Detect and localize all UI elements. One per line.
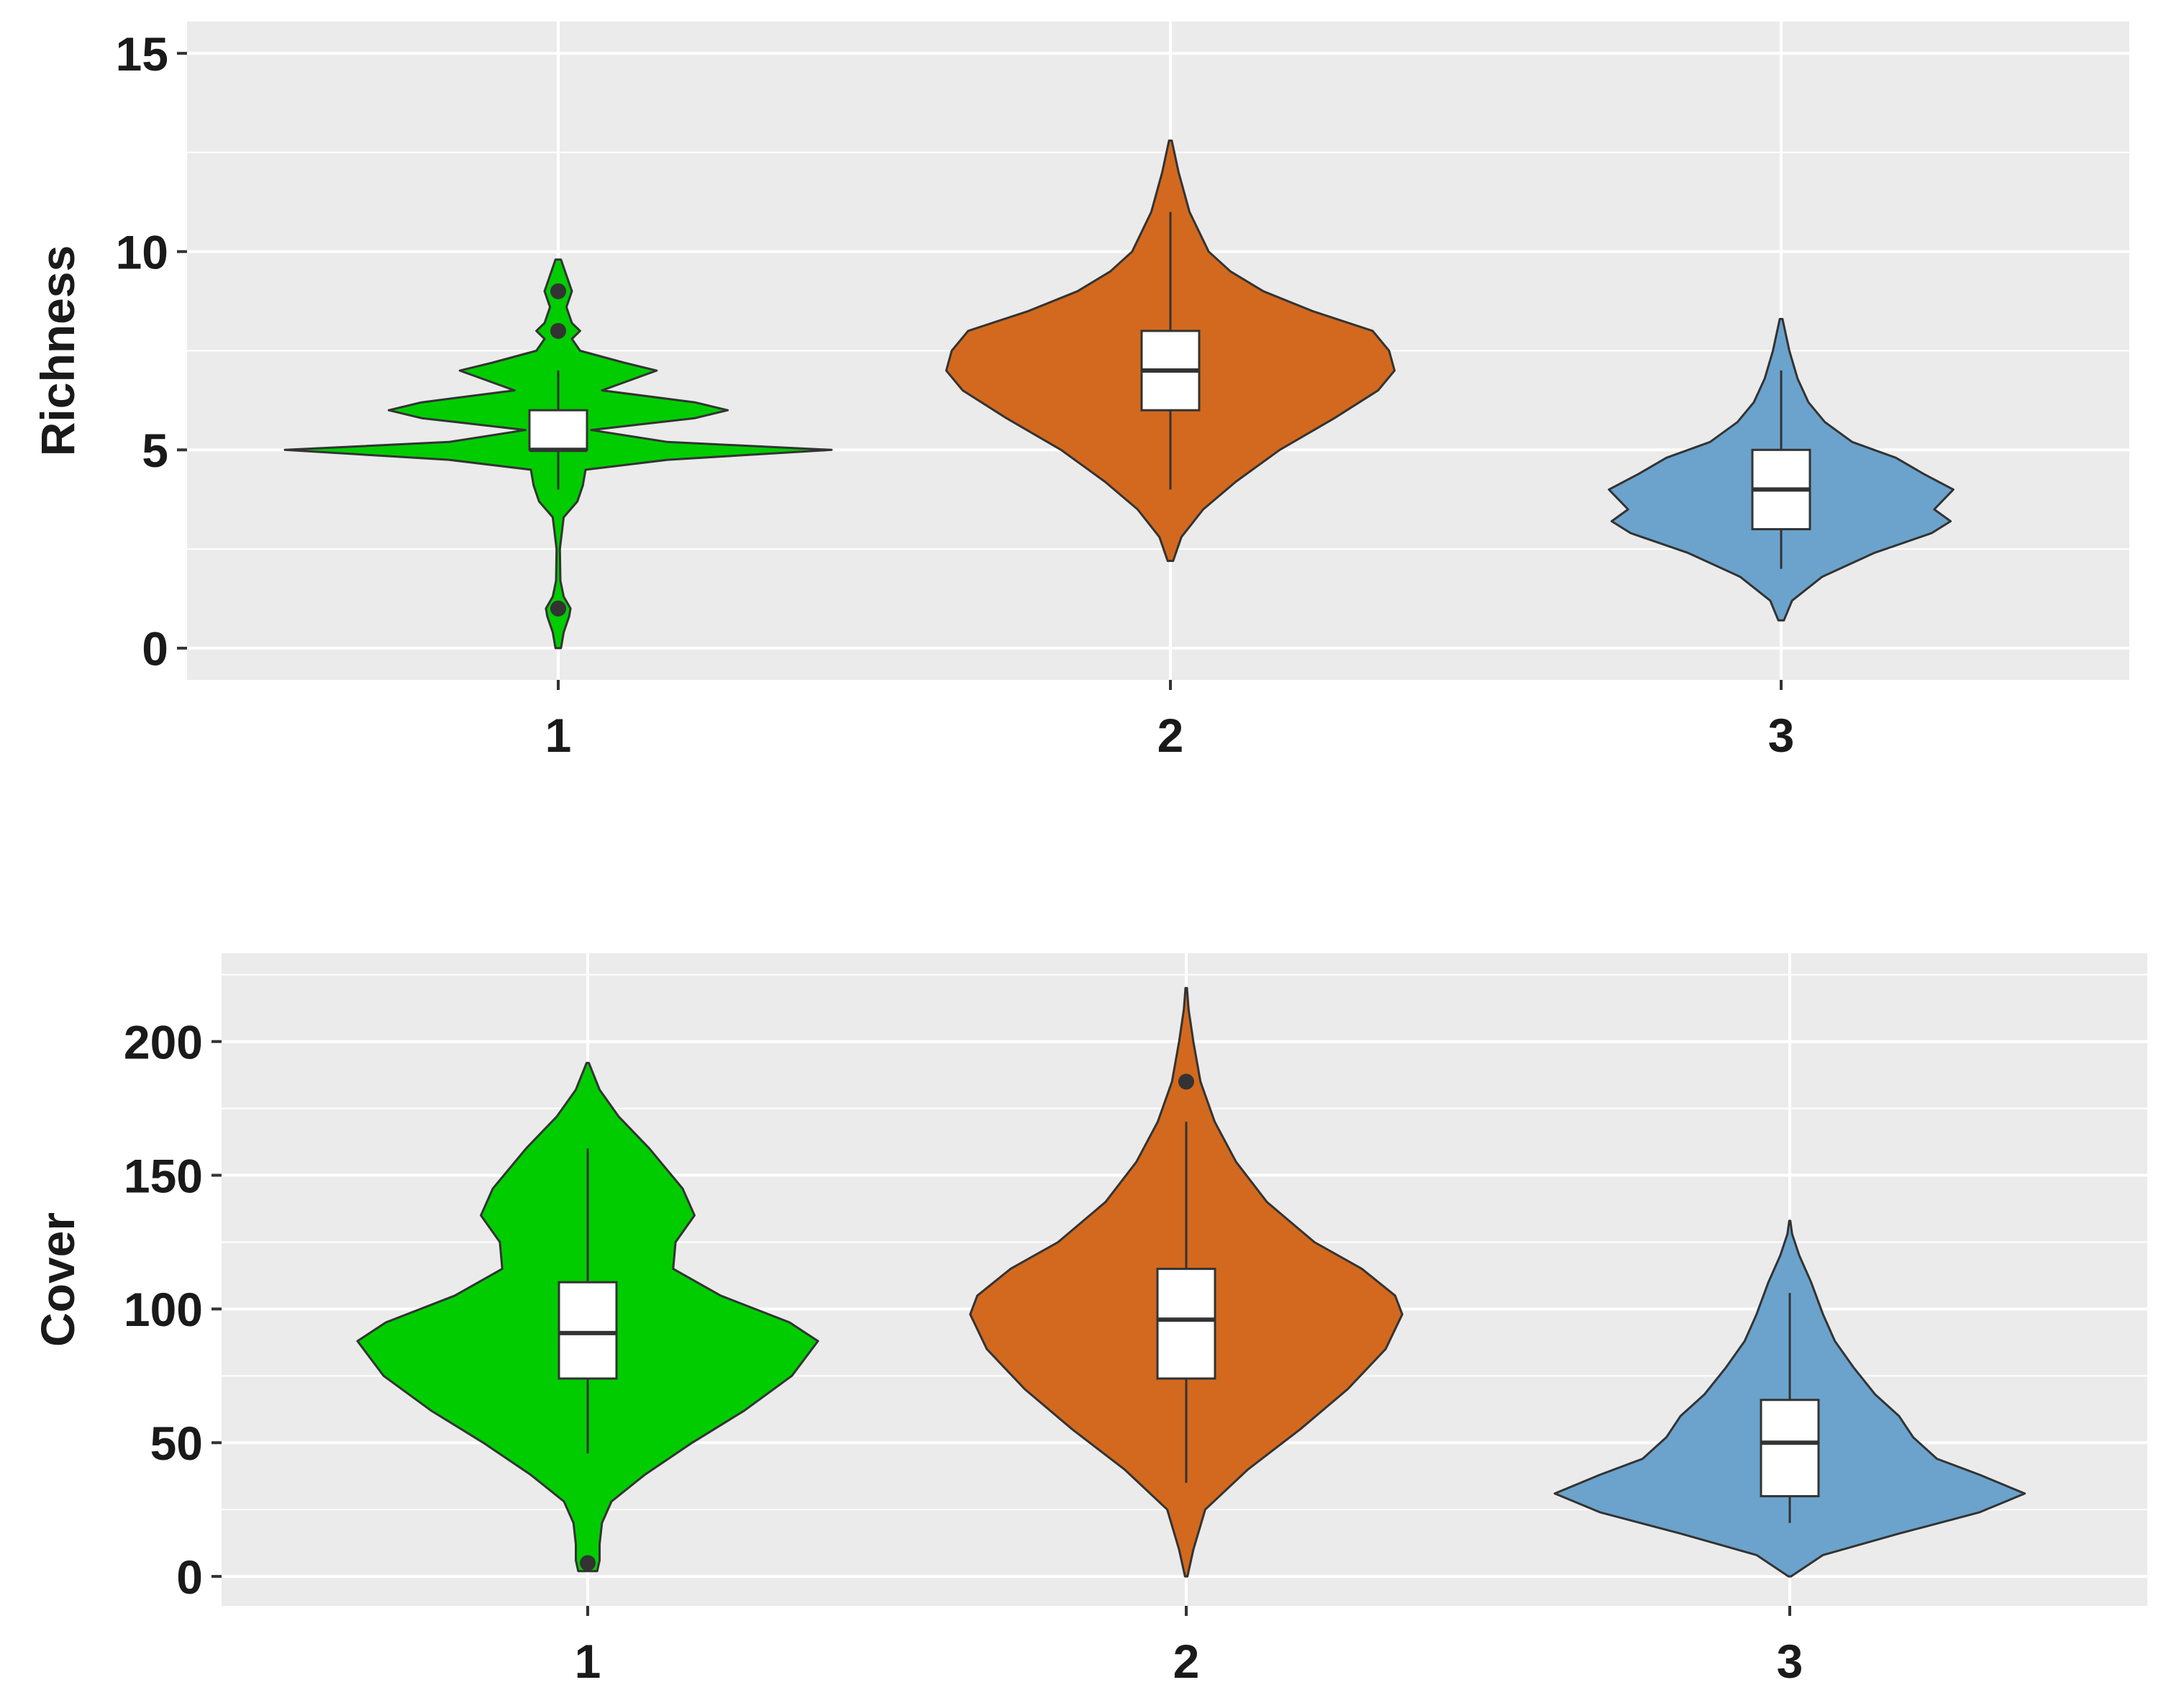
outlier-point (550, 283, 566, 299)
y-tick-label: 0 (142, 622, 168, 676)
y-tick-label: 50 (150, 1417, 203, 1470)
box-3 (1760, 1399, 1820, 1498)
x-tick-label: 2 (1173, 1635, 1200, 1688)
y-tick-label: 5 (142, 424, 168, 477)
box-2 (1156, 1268, 1216, 1380)
outlier-point (580, 1555, 596, 1571)
chart-panel-2: 0 50 100 150 200 1 2 3 Cover (31, 953, 2147, 1688)
y-axis-title: Richness (31, 245, 84, 456)
y-tick-label: 10 (116, 225, 168, 278)
x-tick-label: 3 (1768, 709, 1795, 762)
y-tick-label: 15 (116, 27, 168, 81)
y-tick-label: 100 (124, 1283, 203, 1336)
y-tick-label: 0 (176, 1550, 203, 1604)
violin-group-1 (283, 258, 833, 650)
chart-panel-1: 0 5 10 15 1 2 3 Richness (31, 22, 2129, 762)
y-tick-label: 200 (124, 1015, 203, 1068)
outlier-point (1178, 1073, 1194, 1090)
violin-group-2 (969, 986, 1403, 1578)
y-axis-title: Cover (31, 1212, 84, 1347)
violin-group-3 (1608, 317, 1955, 622)
violin-group-3 (1553, 1219, 2026, 1578)
y-tick-label: 150 (124, 1149, 203, 1202)
box-1 (558, 1281, 618, 1380)
outlier-point (550, 600, 566, 617)
box-1 (528, 409, 588, 451)
outlier-point (550, 322, 566, 339)
x-tick-label: 2 (1157, 709, 1184, 762)
x-tick-label: 1 (575, 1635, 601, 1688)
x-tick-label: 3 (1777, 1635, 1803, 1688)
x-tick-label: 1 (545, 709, 572, 762)
violin-group-2 (945, 139, 1396, 563)
violin-group-1 (356, 1061, 819, 1573)
